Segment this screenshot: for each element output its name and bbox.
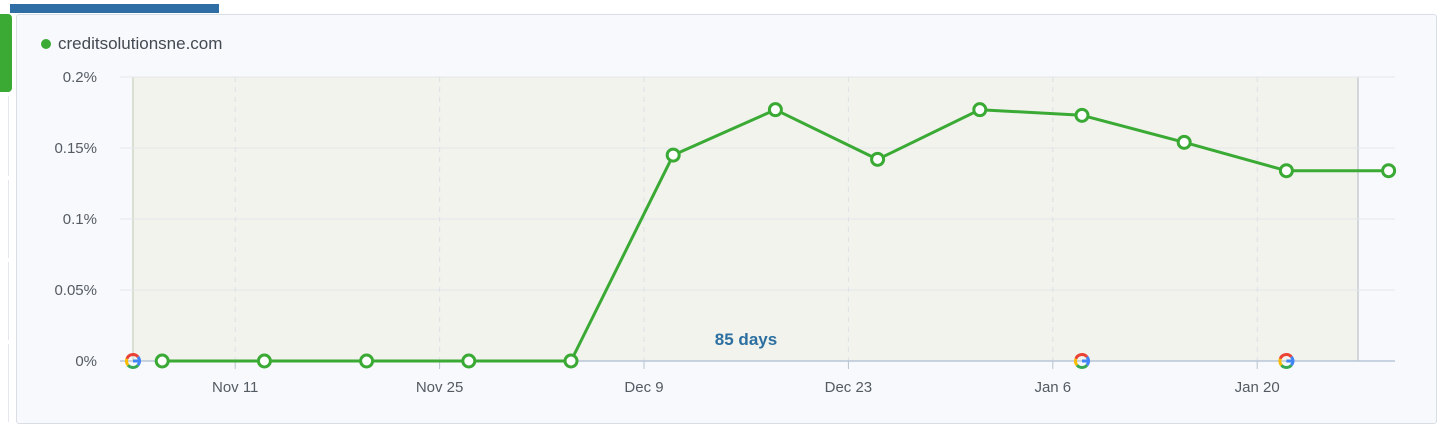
y-tick-label: 0.15% [54,140,97,157]
side-tab[interactable] [0,262,9,340]
x-tick-label: Jan 6 [1034,379,1071,396]
legend[interactable]: creditsolutionsne.com [41,34,222,54]
legend-marker [41,39,51,49]
side-tab[interactable] [0,344,9,422]
active-side-tab[interactable] [0,14,12,92]
y-tick-label: 0.1% [63,211,97,228]
data-point [359,353,375,369]
google-update-icon[interactable] [1074,353,1090,369]
data-point [972,102,988,118]
x-tick-label: Dec 9 [624,379,663,396]
x-tick-label: Nov 25 [416,379,464,396]
data-point [1176,134,1192,150]
annotation-label: 85 days [715,330,777,349]
data-point [1381,163,1397,179]
data-point [1278,163,1294,179]
data-point [1074,107,1090,123]
legend-label: creditsolutionsne.com [58,34,223,53]
y-tick-label: 0.05% [54,282,97,299]
side-tab[interactable] [0,180,9,258]
google-update-icon[interactable] [125,353,141,369]
data-point [870,151,886,167]
x-tick-label: Nov 11 [212,379,258,396]
data-point [665,147,681,163]
data-point [563,353,579,369]
google-update-icon[interactable] [1278,353,1295,369]
data-point [767,102,783,118]
y-tick-label: 0% [75,353,97,370]
y-tick-label: 0.2% [63,69,97,86]
top-accent-bar [10,4,219,13]
data-point [461,353,477,369]
side-tab[interactable] [0,96,9,176]
x-tick-label: Dec 23 [825,379,873,396]
x-tick-label: Jan 20 [1235,379,1280,396]
data-point [154,353,170,369]
data-point [256,353,272,369]
